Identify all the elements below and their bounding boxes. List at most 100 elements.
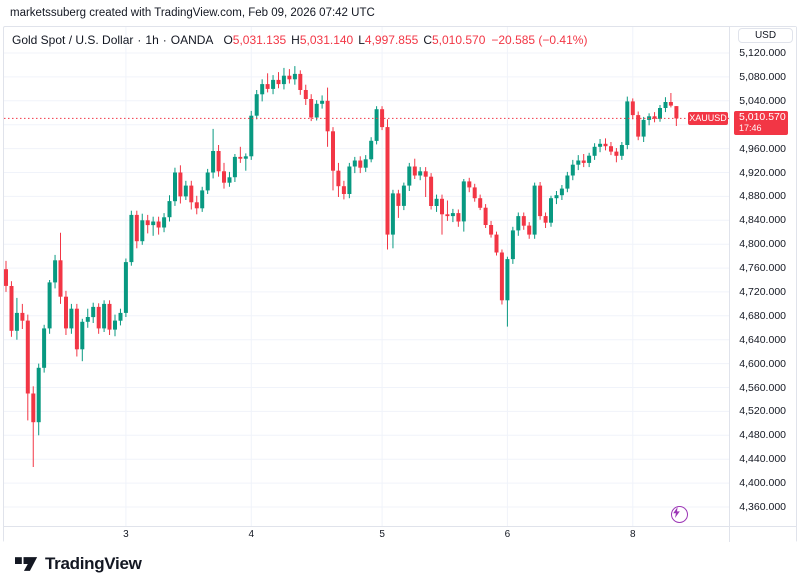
candle-body-up: [516, 216, 521, 231]
price-tick-label: 5,040.000: [739, 94, 786, 107]
candle-body-down: [358, 160, 363, 168]
chart-plot-area[interactable]: Gold Spot / U.S. Dollar · 1h · OANDA O5,031.1…: [4, 27, 729, 526]
candle-body-up: [532, 185, 537, 235]
candle-body-up: [587, 155, 592, 163]
candle-body-up: [559, 188, 564, 196]
candle-body-down: [499, 252, 504, 301]
candle-body-down: [9, 286, 14, 331]
candle-body-up: [53, 260, 58, 283]
current-price-value: 5,010.570: [739, 111, 786, 124]
candle-body-down: [74, 308, 79, 350]
time-tick-label: 8: [630, 529, 636, 540]
chart-legend[interactable]: Gold Spot / U.S. Dollar · 1h · OANDA O5,031.1…: [12, 33, 587, 47]
exchange-label[interactable]: OANDA: [170, 33, 214, 47]
candle-body-down: [521, 216, 526, 226]
candle-body-up: [625, 101, 630, 145]
price-tick-label: 4,880.000: [739, 190, 786, 203]
candle-body-down: [64, 296, 68, 329]
low-label: L: [358, 33, 365, 47]
candle-body-down: [603, 143, 608, 147]
price-tick-label: 4,440.000: [739, 453, 786, 466]
price-scale[interactable]: USD 5,010.570 17:46 5,120.000 5,080.000 5,…: [729, 27, 796, 526]
candle-body-down: [189, 185, 194, 203]
candle-body-down: [396, 193, 401, 206]
candle-body-up: [641, 119, 646, 137]
candle-body-down: [527, 225, 532, 235]
candle-body-up: [167, 201, 172, 218]
candle-body-down: [216, 151, 221, 172]
candle-body-down: [614, 151, 619, 156]
price-tick-label: 4,520.000: [739, 405, 786, 418]
candle-body-up: [173, 172, 177, 202]
candle-body-up: [401, 185, 406, 206]
currency-unit-button[interactable]: USD: [738, 28, 793, 43]
candle-body-down: [478, 198, 483, 208]
price-tick-label: 5,120.000: [739, 47, 786, 59]
symbol-price-badge: XAUUSD: [688, 111, 728, 125]
candle-body-down: [276, 79, 281, 85]
candlestick-chart[interactable]: [4, 27, 729, 526]
candle-body-up: [461, 181, 466, 222]
candle-body-up: [80, 321, 85, 350]
current-price-label: 5,010.570 17:46: [734, 111, 788, 136]
candle-body-down: [325, 100, 330, 132]
ohlc-values: O5,031.135 H5,031.140 L4,997.855 C5,010.570…: [223, 33, 587, 47]
candle-body-up: [123, 262, 128, 313]
candle-body-up: [570, 164, 575, 176]
candle-body-up: [47, 282, 52, 329]
candle-body-up: [140, 220, 145, 242]
change-value: −20.585 (−0.41%): [491, 33, 588, 47]
candle-body-up: [418, 171, 423, 176]
candle-body-down: [543, 216, 548, 223]
candle-body-up: [227, 177, 232, 183]
candle-body-down: [156, 221, 161, 228]
candle-body-up: [69, 308, 74, 329]
tradingview-logo[interactable]: TradingView: [15, 554, 142, 574]
candle-body-down: [440, 198, 444, 215]
interval-label[interactable]: 1h: [145, 33, 159, 47]
candle-body-down: [58, 260, 63, 297]
candle-body-down: [287, 75, 292, 80]
candle-body-down: [20, 312, 25, 321]
price-tick-label: 4,960.000: [739, 142, 786, 155]
candle-body-up: [162, 217, 167, 228]
candle-body-down: [331, 131, 335, 171]
candle-body-down: [309, 99, 314, 118]
price-tick-label: 4,680.000: [739, 309, 786, 322]
price-tick-label: 4,480.000: [739, 429, 786, 442]
candle-body-down: [636, 115, 641, 137]
time-axis[interactable]: 3 4 5 6 8: [4, 526, 729, 542]
candle-body-down: [145, 220, 150, 226]
candle-body-up: [314, 103, 319, 118]
candle-body-up: [292, 73, 297, 80]
candle-body-up: [565, 175, 570, 189]
candle-body-down: [298, 73, 303, 90]
candle-body-down: [96, 306, 101, 329]
candle-body-up: [390, 193, 395, 235]
candle-body-up: [576, 160, 581, 165]
candle-body-up: [363, 159, 368, 168]
candle-body-up: [254, 94, 259, 116]
candle-body-down: [668, 102, 673, 106]
candle-body-up: [249, 115, 254, 157]
price-tick-label: 4,720.000: [739, 285, 786, 298]
candle-body-up: [118, 312, 123, 321]
open-label: O: [223, 33, 233, 47]
flash-icon[interactable]: [671, 506, 688, 523]
candle-body-down: [134, 214, 139, 242]
candle-body-up: [129, 214, 134, 263]
symbol-title[interactable]: Gold Spot / U.S. Dollar: [12, 33, 134, 47]
candle-body-down: [178, 172, 183, 197]
candle-body-up: [592, 146, 597, 156]
close-label: C: [423, 33, 432, 47]
open-value: 5,031.135: [232, 33, 287, 47]
time-tick-label: 3: [123, 529, 129, 540]
candle-body-up: [260, 84, 265, 95]
candle-body-up: [374, 109, 379, 141]
high-value: 5,031.140: [299, 33, 354, 47]
time-axis-corner: [729, 526, 796, 542]
candle-body-up: [369, 140, 374, 160]
tradingview-wordmark: TradingView: [45, 554, 142, 573]
candle-body-down: [4, 269, 8, 286]
candle-body-up: [211, 151, 216, 173]
